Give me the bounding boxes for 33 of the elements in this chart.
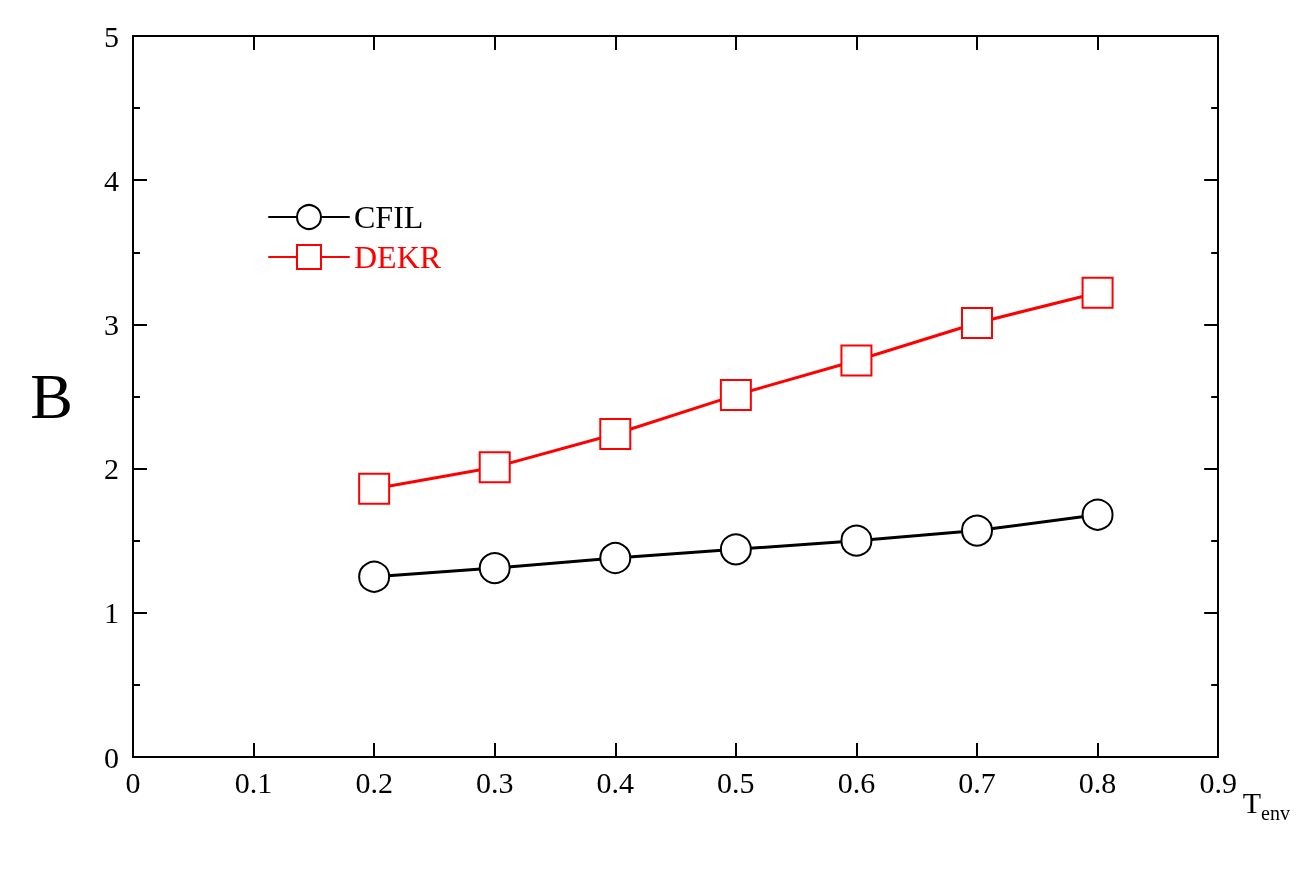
- y-axis-title: B: [30, 361, 73, 432]
- point: [478, 552, 511, 585]
- point: [840, 344, 873, 377]
- point: [1081, 498, 1114, 531]
- point: [1081, 276, 1114, 309]
- y-tick-label: 5: [104, 19, 119, 53]
- legend-label: CFIL: [354, 199, 424, 235]
- x-tick-label: 0: [125, 765, 141, 799]
- point: [719, 533, 752, 566]
- x-tick-label: 0.9: [1199, 765, 1237, 799]
- x-tick-label: 0.4: [596, 765, 635, 799]
- point: [840, 524, 873, 557]
- point: [599, 542, 632, 574]
- y-tick-label: 1: [104, 596, 119, 630]
- legend-label: DEKR: [354, 239, 442, 275]
- point: [599, 417, 632, 450]
- x-tick-label: 0.1: [234, 765, 273, 799]
- point: [961, 514, 993, 547]
- y-tick-label: 3: [104, 307, 119, 341]
- x-tick-label: 0.3: [475, 765, 514, 799]
- point: [358, 472, 391, 505]
- point: [719, 379, 752, 412]
- x-tick-label: 0.6: [837, 765, 876, 799]
- x-tick-label: 0.7: [958, 765, 996, 799]
- y-tick-label: 0: [104, 740, 119, 774]
- point: [961, 306, 993, 339]
- x-tick-label: 0.2: [355, 765, 393, 799]
- y-tick-label: 4: [104, 163, 119, 197]
- point: [358, 560, 391, 593]
- point: [478, 451, 511, 484]
- y-tick-label: 2: [104, 452, 119, 486]
- x-tick-label: 0.8: [1078, 765, 1117, 799]
- x-tick-label: 0.5: [717, 765, 755, 799]
